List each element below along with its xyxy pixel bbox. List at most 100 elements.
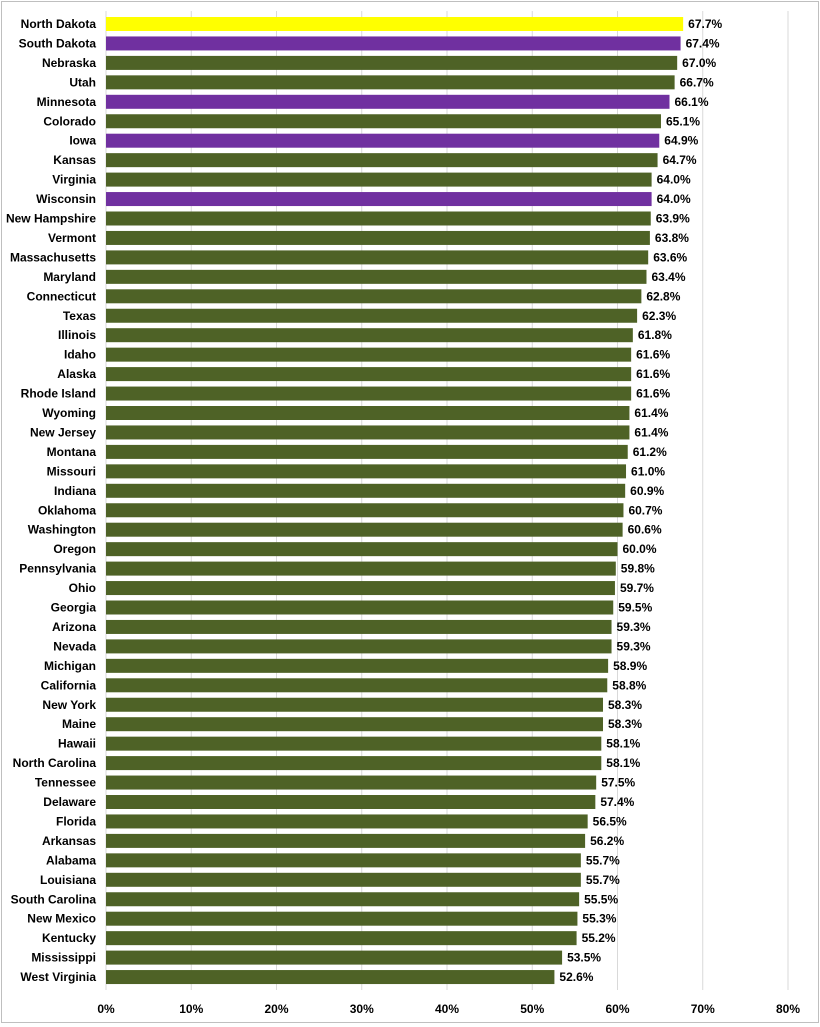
x-axis-ticks: 0% 10% 20% 30% 40% 50% 60% 70% 80%	[97, 1002, 800, 1016]
bar	[106, 153, 658, 168]
category-labels: North Dakota South Dakota Nebraska Utah Minn…	[6, 17, 96, 984]
bar	[106, 678, 608, 693]
category-label: Iowa	[69, 134, 96, 148]
bar	[106, 561, 616, 576]
x-tick-label: 10%	[179, 1002, 203, 1016]
category-label: Maine	[62, 717, 96, 731]
category-label: Vermont	[48, 231, 96, 245]
bar	[106, 133, 660, 148]
category-label: Idaho	[64, 348, 96, 362]
category-label: Virginia	[52, 173, 96, 187]
bar	[106, 114, 661, 129]
category-label: Utah	[69, 75, 96, 89]
bar	[106, 658, 609, 673]
bar	[106, 289, 642, 304]
data-label: 64.0%	[657, 192, 691, 206]
data-label: 64.7%	[663, 153, 697, 167]
bar	[106, 444, 628, 459]
data-label: 55.5%	[584, 892, 618, 906]
data-label: 56.5%	[593, 814, 627, 828]
bar	[106, 483, 626, 498]
category-label: Illinois	[58, 328, 96, 342]
bar	[106, 367, 632, 382]
bar	[106, 503, 624, 518]
category-label: Rhode Island	[21, 387, 96, 401]
data-label: 61.4%	[634, 425, 668, 439]
bar	[106, 464, 627, 479]
category-label: Indiana	[54, 484, 96, 498]
data-label: 59.3%	[617, 620, 651, 634]
category-label: Georgia	[51, 601, 97, 615]
bar	[106, 717, 604, 732]
category-label: Mississippi	[31, 951, 96, 965]
category-label: South Dakota	[19, 36, 97, 50]
x-tick-label: 70%	[691, 1002, 715, 1016]
bar	[106, 756, 602, 771]
category-label: Florida	[56, 814, 96, 828]
data-label: 57.4%	[600, 795, 634, 809]
bar	[106, 970, 555, 985]
data-label: 63.4%	[651, 270, 685, 284]
data-label: 60.6%	[628, 523, 662, 537]
category-label: Arizona	[52, 620, 96, 634]
category-label: New Jersey	[30, 425, 96, 439]
category-label: South Carolina	[11, 892, 97, 906]
x-tick-label: 50%	[520, 1002, 544, 1016]
category-label: Hawaii	[58, 737, 96, 751]
x-tick-label: 60%	[605, 1002, 629, 1016]
data-label: 61.2%	[633, 445, 667, 459]
data-label: 61.6%	[636, 367, 670, 381]
data-label: 55.7%	[586, 853, 620, 867]
category-label: Nebraska	[42, 56, 96, 70]
category-label: Texas	[63, 309, 96, 323]
bar	[106, 950, 563, 965]
category-label: Wyoming	[42, 406, 96, 420]
bar	[106, 172, 652, 187]
category-label: Kansas	[53, 153, 96, 167]
bars	[106, 17, 684, 985]
data-label: 63.9%	[656, 212, 690, 226]
category-label: Delaware	[43, 795, 96, 809]
x-tick-label: 30%	[350, 1002, 374, 1016]
category-label: Maryland	[43, 270, 96, 284]
category-label: Massachusetts	[10, 250, 96, 264]
data-label: 58.3%	[608, 698, 642, 712]
category-label: Michigan	[44, 659, 96, 673]
data-label: 62.3%	[642, 309, 676, 323]
bar	[106, 328, 633, 343]
data-label: 67.7%	[688, 17, 722, 31]
category-label: Minnesota	[37, 95, 97, 109]
bar	[106, 211, 651, 226]
bar	[106, 425, 630, 440]
data-label: 55.7%	[586, 873, 620, 887]
data-label: 58.8%	[612, 678, 646, 692]
data-label: 63.6%	[653, 250, 687, 264]
bar	[106, 75, 675, 90]
value-labels: 67.7% 67.4% 67.0% 66.7% 66.1% 65.1% 64.9% 64.7%…	[559, 17, 722, 984]
bar	[106, 542, 618, 557]
bar	[106, 872, 581, 887]
category-label: Pennsylvania	[19, 562, 96, 576]
bar	[106, 230, 650, 245]
bar	[106, 36, 681, 51]
category-label: Kentucky	[42, 931, 96, 945]
category-label: Colorado	[43, 114, 96, 128]
data-label: 58.1%	[606, 756, 640, 770]
bar	[106, 581, 615, 596]
bar	[106, 55, 678, 70]
bar	[106, 386, 632, 401]
data-label: 59.7%	[620, 581, 654, 595]
bar	[106, 911, 578, 926]
x-tick-label: 40%	[435, 1002, 459, 1016]
category-label: Wisconsin	[36, 192, 96, 206]
data-label: 56.2%	[590, 834, 624, 848]
bar	[106, 406, 630, 420]
bar	[106, 17, 684, 31]
bar	[106, 619, 612, 634]
data-label: 66.7%	[680, 75, 714, 89]
category-label: Connecticut	[27, 289, 96, 303]
data-label: 60.9%	[630, 484, 664, 498]
bar	[106, 853, 581, 868]
data-label: 60.0%	[623, 542, 657, 556]
